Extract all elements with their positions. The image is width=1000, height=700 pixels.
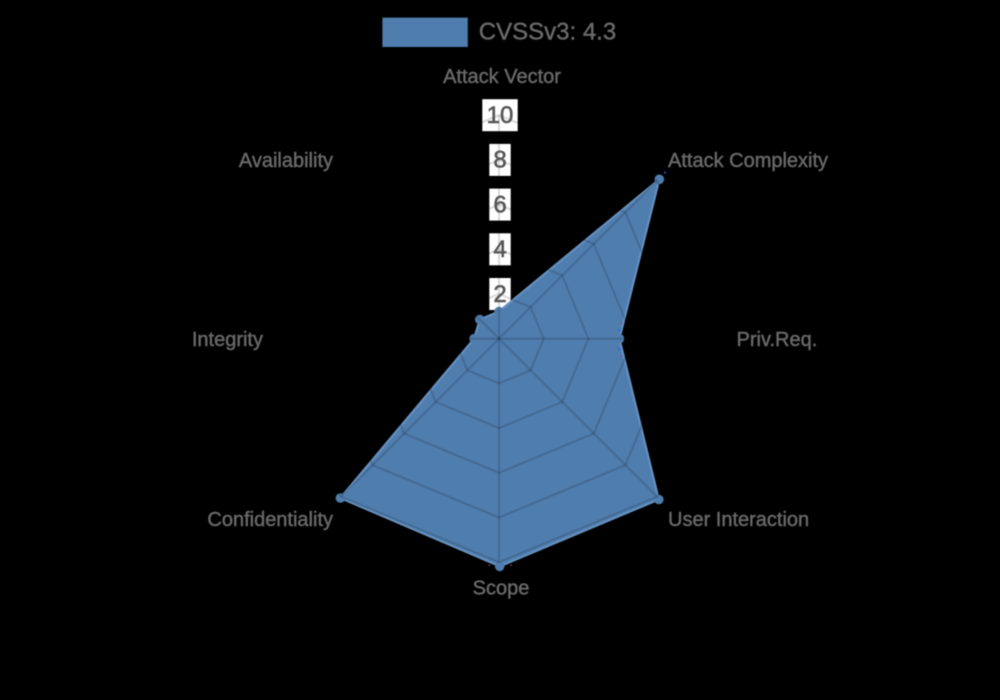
svg-text:Attack Vector: Attack Vector bbox=[443, 66, 561, 88]
svg-text:8: 8 bbox=[493, 147, 506, 174]
svg-text:10: 10 bbox=[487, 102, 514, 129]
svg-text:4: 4 bbox=[493, 236, 506, 263]
svg-text:Confidentiality: Confidentiality bbox=[207, 509, 333, 531]
svg-text:Attack Complexity: Attack Complexity bbox=[668, 150, 828, 172]
svg-text:Scope: Scope bbox=[473, 577, 530, 599]
svg-text:2: 2 bbox=[493, 281, 506, 308]
svg-text:Integrity: Integrity bbox=[192, 329, 263, 351]
svg-text:User Interaction: User Interaction bbox=[668, 509, 809, 531]
svg-text:Priv.Req.: Priv.Req. bbox=[737, 329, 818, 351]
svg-text:Availability: Availability bbox=[239, 150, 333, 172]
svg-text:CVSSv3: 4.3: CVSSv3: 4.3 bbox=[479, 19, 616, 46]
svg-text:6: 6 bbox=[493, 191, 506, 218]
